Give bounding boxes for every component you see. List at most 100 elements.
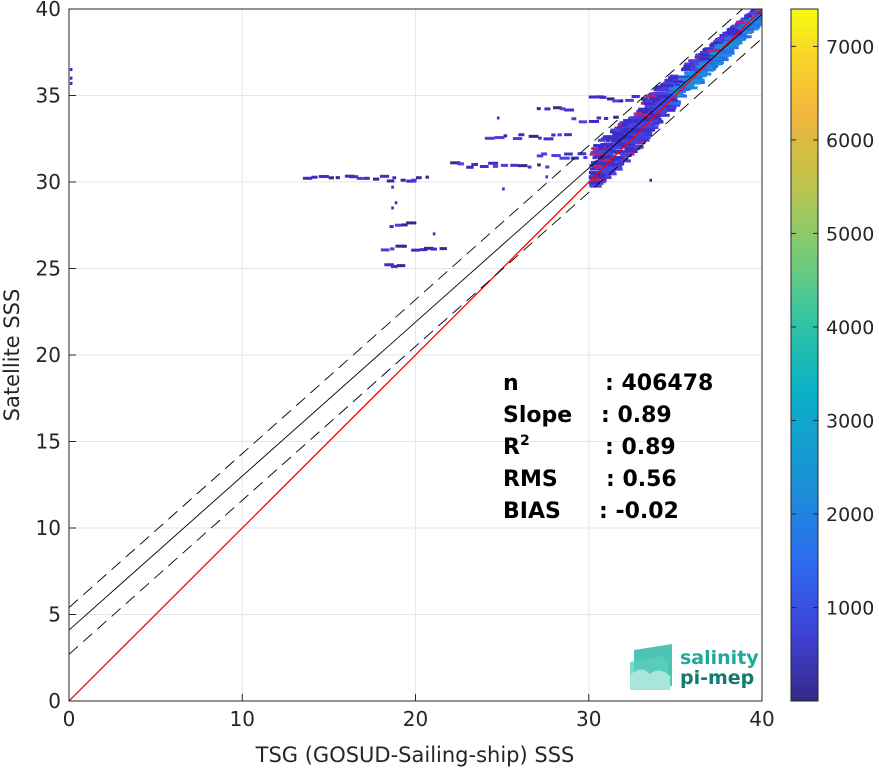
density-cell xyxy=(335,176,340,180)
density-cell xyxy=(656,95,670,99)
density-cell xyxy=(701,67,708,71)
x-tick-label: 0 xyxy=(63,707,76,731)
upper-bound-line xyxy=(69,9,744,608)
density-cell xyxy=(746,23,760,27)
density-cell xyxy=(737,35,752,39)
density-cell xyxy=(698,61,710,65)
x-ticks: 0 10 20 30 40 xyxy=(63,694,775,731)
density-cell xyxy=(730,41,740,45)
density-cell xyxy=(588,171,601,175)
density-cell xyxy=(391,206,394,210)
stat-label: Slope xyxy=(503,403,572,428)
density-cell xyxy=(713,41,727,45)
density-cell xyxy=(614,126,624,130)
density-cell xyxy=(684,65,691,69)
y-tick-label: 5 xyxy=(48,603,61,627)
density-cell xyxy=(699,72,712,76)
density-cell xyxy=(439,247,447,251)
density-cell xyxy=(631,141,646,145)
stat-label: n xyxy=(503,371,519,396)
density-cell xyxy=(311,175,318,179)
x-tick-label: 30 xyxy=(576,707,601,731)
density-cell xyxy=(719,45,736,49)
density-cell xyxy=(564,152,573,156)
density-cell xyxy=(728,42,740,46)
density-cell xyxy=(653,91,664,95)
regression-line xyxy=(69,13,762,631)
density-cell xyxy=(559,156,570,160)
density-cell xyxy=(400,178,406,182)
density-cell xyxy=(596,162,609,166)
y-tick-label: 35 xyxy=(36,84,61,108)
density-cell xyxy=(597,138,605,142)
density-cell xyxy=(649,97,663,101)
colorbar-tick-label: 6000 xyxy=(826,130,874,152)
stat-value: : 0.56 xyxy=(606,467,677,492)
density-cell xyxy=(583,156,588,160)
density-cell xyxy=(679,86,690,90)
density-cell xyxy=(553,106,562,110)
density-cell xyxy=(318,175,329,179)
density-cell xyxy=(390,264,398,268)
density-cell xyxy=(709,52,719,56)
density-cell xyxy=(663,81,675,85)
density-cell xyxy=(594,173,605,177)
density-cell xyxy=(545,165,550,169)
salinity-pi-mep-logo: salinity pi-mep xyxy=(630,644,759,690)
density-cell xyxy=(631,127,642,131)
density-cell xyxy=(667,78,674,82)
density-cell xyxy=(419,248,428,252)
stat-value: : 406478 xyxy=(605,371,713,396)
density-cell xyxy=(603,158,615,162)
density-cell xyxy=(328,176,334,180)
density-cell xyxy=(471,163,478,167)
density-cell xyxy=(488,161,499,165)
colorbar-tick-label: 3000 xyxy=(826,410,874,432)
density-cell xyxy=(659,84,674,88)
density-cell xyxy=(623,119,633,123)
density-cell xyxy=(605,138,611,142)
density-cell xyxy=(349,175,359,179)
density-cell xyxy=(601,168,612,172)
density-cell xyxy=(758,6,770,9)
stat-label: RMS xyxy=(503,467,558,492)
density-cell xyxy=(656,88,663,92)
density-cell xyxy=(450,161,461,165)
density-cell xyxy=(638,132,646,136)
density-cell xyxy=(425,175,429,179)
fit-lines xyxy=(69,9,762,701)
density-cell xyxy=(731,24,743,28)
y-tick-label: 10 xyxy=(36,516,61,540)
density-cell xyxy=(641,97,648,101)
stat-value: : -0.02 xyxy=(599,499,679,524)
density-cell xyxy=(613,115,619,119)
density-cell xyxy=(762,1,776,4)
density-cell xyxy=(613,134,629,138)
density-cell xyxy=(691,62,702,66)
density-cell xyxy=(594,160,609,164)
density-cell xyxy=(571,117,577,121)
density-cell xyxy=(647,116,656,120)
density-cell xyxy=(363,176,370,180)
density-cell xyxy=(605,163,618,167)
density-cell xyxy=(610,128,619,132)
density-cell xyxy=(69,68,73,72)
density-cell xyxy=(593,161,601,165)
density-cell xyxy=(635,136,648,140)
density-cell xyxy=(623,127,630,131)
density-cell xyxy=(372,177,380,181)
density-cell xyxy=(597,176,606,180)
y-tick-label: 30 xyxy=(36,170,61,194)
density-cell xyxy=(637,139,647,143)
x-axis-label: TSG (GOSUD-Sailing-ship) SSS xyxy=(255,743,575,767)
density-cell xyxy=(687,72,695,76)
density-cell xyxy=(761,9,762,11)
density-cell xyxy=(621,139,633,143)
density-cell xyxy=(660,108,676,112)
density-cell xyxy=(630,130,642,134)
density-cell xyxy=(639,128,656,132)
density-cell xyxy=(713,58,722,62)
density-cell xyxy=(619,130,634,134)
density-cell xyxy=(750,11,758,15)
density-cell xyxy=(668,87,679,91)
